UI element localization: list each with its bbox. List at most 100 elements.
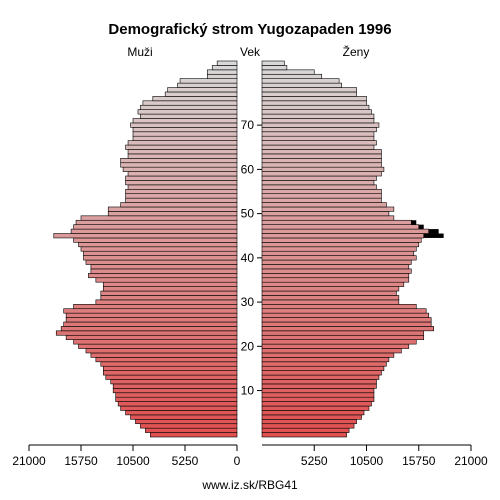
male-bar-age-35 <box>95 277 238 283</box>
female-bar-age-60 <box>261 166 385 172</box>
female-bar-age-45 <box>261 233 425 239</box>
female-label: Ženy <box>343 44 370 59</box>
female-excess-age-46 <box>428 229 439 234</box>
female-bar-age-81 <box>261 73 323 79</box>
female-bar-age-9 <box>261 392 375 398</box>
female-bar-age-70 <box>261 122 380 128</box>
female-bar-age-79 <box>261 82 342 88</box>
male-bar-age-18 <box>90 352 238 358</box>
male-bar-age-24 <box>60 326 238 332</box>
male-bars <box>53 60 238 438</box>
male-bar-age-60 <box>122 166 238 172</box>
male-bar-age-8 <box>115 396 238 402</box>
female-bar-age-62 <box>261 158 382 164</box>
male-bar-age-79 <box>177 82 238 88</box>
male-bar-age-83 <box>211 65 238 71</box>
female-x-tick-label-5250: 5250 <box>301 454 328 468</box>
female-bar-age-15 <box>261 365 385 371</box>
x-axis-male: 21000 15750 10500 5250 0 <box>12 444 241 468</box>
male-bar-age-11 <box>112 383 238 389</box>
male-bar-age-7 <box>117 401 238 407</box>
female-bar-age-39 <box>261 259 412 265</box>
female-bar-age-20 <box>261 343 410 349</box>
female-bar-age-71 <box>261 118 375 124</box>
female-bar-age-30 <box>261 299 400 305</box>
male-bar-age-30 <box>95 299 238 305</box>
female-bar-age-19 <box>261 348 402 354</box>
male-bar-age-37 <box>90 268 238 274</box>
male-bar-age-32 <box>100 290 238 296</box>
female-bar-age-73 <box>261 109 372 115</box>
male-bar-age-28 <box>63 308 238 314</box>
female-x-tick-label-15750: 15750 <box>402 454 436 468</box>
female-bars <box>261 60 444 438</box>
male-bar-age-78 <box>167 87 238 93</box>
age-axis: 10 20 30 40 50 60 70 <box>241 118 262 398</box>
male-bar-age-38 <box>90 264 238 270</box>
female-bar-age-46 <box>261 228 430 234</box>
x-axis-female: 5250 10500 15750 21000 <box>262 444 488 468</box>
male-bar-age-68 <box>132 131 238 137</box>
male-bar-age-75 <box>142 100 238 106</box>
female-bar-age-72 <box>261 113 375 119</box>
male-bar-age-2 <box>140 423 238 429</box>
male-bar-age-40 <box>83 255 238 261</box>
male-x-tick-label-15750: 15750 <box>64 454 98 468</box>
female-bar-age-36 <box>261 273 410 279</box>
female-bar-age-55 <box>261 188 382 195</box>
male-bar-age-82 <box>206 69 238 75</box>
female-bar-age-83 <box>261 65 288 71</box>
male-bar-age-34 <box>102 281 238 287</box>
male-bar-age-71 <box>132 118 238 124</box>
male-bar-age-43 <box>78 242 238 248</box>
male-bar-age-10 <box>112 388 238 394</box>
male-bar-age-47 <box>73 224 238 230</box>
male-bar-age-39 <box>85 259 238 265</box>
male-bar-age-81 <box>206 73 238 79</box>
female-bar-age-65 <box>261 144 375 150</box>
female-bar-age-67 <box>261 135 375 141</box>
female-bar-age-58 <box>261 175 377 181</box>
male-bar-age-13 <box>105 374 238 380</box>
male-bar-age-70 <box>130 122 238 128</box>
male-bar-age-61 <box>120 162 238 168</box>
female-bar-age-84 <box>261 60 285 66</box>
female-bar-age-34 <box>261 281 405 287</box>
male-x-tick-label-0: 0 <box>234 454 241 468</box>
male-bar-age-80 <box>179 78 238 84</box>
male-bar-age-48 <box>75 219 238 225</box>
female-bar-age-51 <box>261 206 395 212</box>
male-bar-age-58 <box>125 175 238 181</box>
female-bar-age-35 <box>261 277 410 283</box>
female-bar-age-2 <box>261 423 355 429</box>
male-bar-age-41 <box>83 250 238 256</box>
female-bar-age-6 <box>261 405 370 411</box>
source-footer: www.iz.sk/RBG41 <box>201 478 298 492</box>
female-bar-age-54 <box>261 193 382 199</box>
male-bar-age-46 <box>70 228 238 234</box>
male-bar-age-64 <box>127 149 238 155</box>
female-bar-age-0 <box>261 432 347 438</box>
male-bar-age-15 <box>102 365 238 371</box>
female-bar-age-11 <box>261 383 377 389</box>
female-bar-age-25 <box>261 321 432 327</box>
male-bar-age-84 <box>216 60 238 66</box>
male-bar-age-12 <box>110 379 238 385</box>
female-bar-age-63 <box>261 153 382 159</box>
male-bar-age-44 <box>73 237 238 243</box>
female-bar-age-5 <box>261 410 365 416</box>
female-bar-age-3 <box>261 419 357 425</box>
male-bar-age-0 <box>150 432 238 438</box>
male-bar-age-77 <box>164 91 238 97</box>
female-bar-age-26 <box>261 317 432 323</box>
female-bar-age-12 <box>261 379 377 385</box>
male-bar-age-51 <box>107 206 238 212</box>
female-bar-age-28 <box>261 308 427 314</box>
female-bar-age-78 <box>261 87 357 93</box>
female-bar-age-47 <box>261 224 420 230</box>
age-tick-label-70: 70 <box>241 118 255 132</box>
female-bar-age-52 <box>261 202 387 208</box>
female-bar-age-23 <box>261 330 425 336</box>
male-x-tick-label-5250: 5250 <box>172 454 199 468</box>
